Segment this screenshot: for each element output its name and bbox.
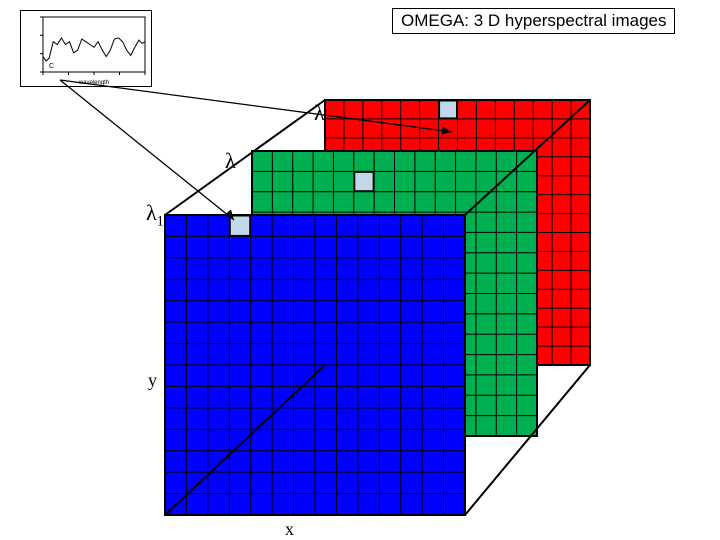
highlight-cell-back [440, 101, 457, 118]
plane-front [165, 215, 465, 515]
highlight-cell-middle [355, 172, 373, 190]
hyperspectral-cube [0, 0, 720, 540]
